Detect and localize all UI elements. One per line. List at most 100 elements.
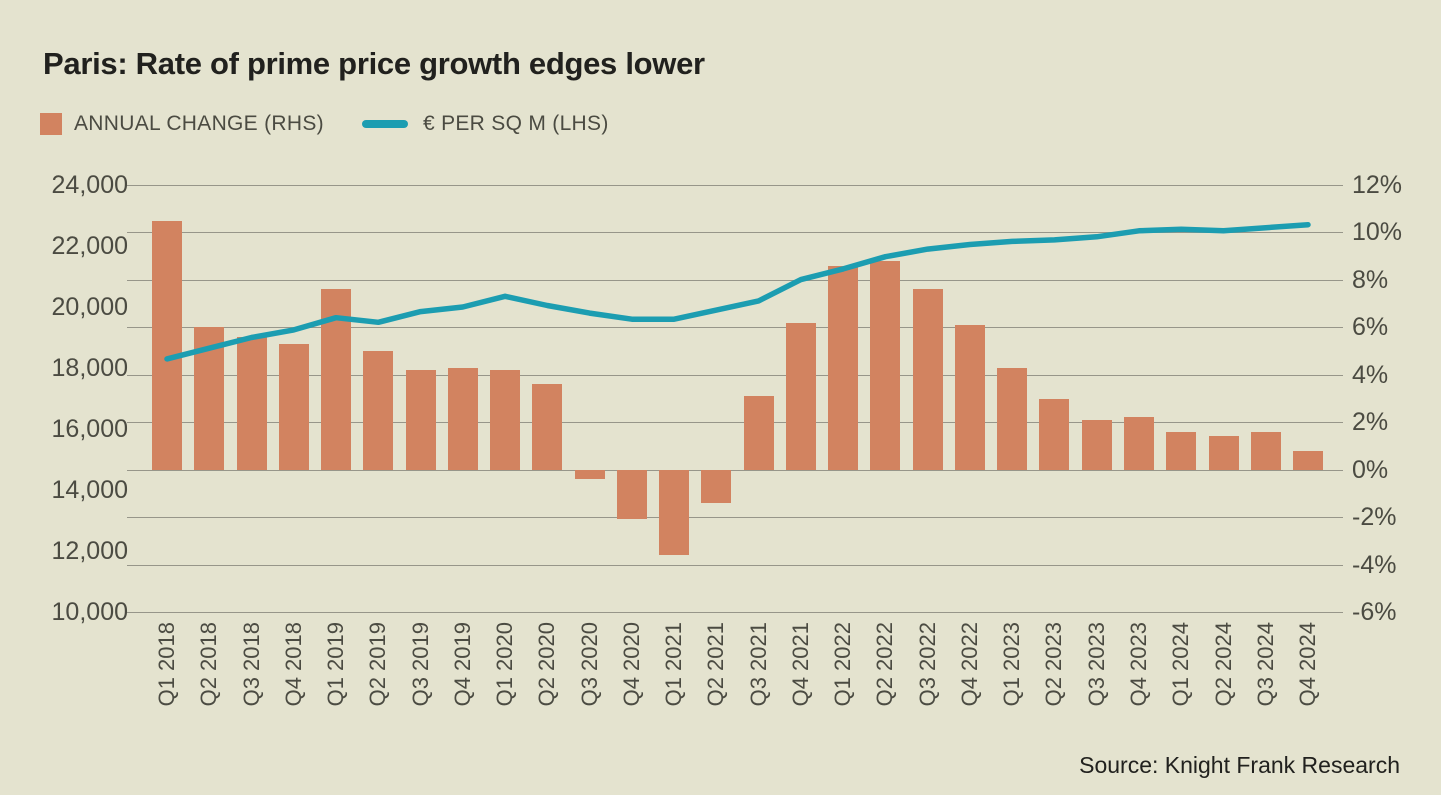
- x-axis-label: Q2 2018: [196, 622, 222, 707]
- bar: [1208, 436, 1239, 470]
- bar: [1123, 417, 1154, 470]
- gridline: [140, 280, 1330, 281]
- right-axis-tick: [1330, 517, 1343, 518]
- gridline: [140, 565, 1330, 566]
- left-axis-tick: [127, 280, 140, 281]
- x-axis-label: Q3 2022: [914, 622, 940, 707]
- x-axis-label: Q3 2020: [576, 622, 602, 707]
- bar: [405, 370, 436, 470]
- bar: [912, 289, 943, 470]
- left-axis-tick-label: 18,000: [51, 354, 128, 382]
- gridline: [140, 422, 1330, 423]
- bar: [1081, 419, 1112, 470]
- x-axis-label: Q1 2019: [323, 622, 349, 707]
- bar: [194, 327, 225, 470]
- left-axis-tick: [127, 375, 140, 376]
- bar: [785, 322, 816, 470]
- x-axis-label: Q2 2019: [365, 622, 391, 707]
- bar: [659, 469, 690, 556]
- left-axis-tick-label: 12,000: [51, 537, 128, 565]
- gridline: [140, 517, 1330, 518]
- left-axis-tick-label: 16,000: [51, 415, 128, 443]
- bar-series-swatch: [40, 113, 62, 135]
- left-axis-tick: [127, 327, 140, 328]
- x-axis-label: Q1 2020: [492, 622, 518, 707]
- x-axis-label: Q2 2020: [534, 622, 560, 707]
- left-axis-tick: [127, 517, 140, 518]
- bar: [1293, 450, 1324, 470]
- right-axis-tick-label: 4%: [1352, 361, 1389, 389]
- bar: [1039, 398, 1070, 470]
- line-series-label: € PER SQ M (LHS): [422, 112, 609, 135]
- x-axis-label: Q1 2018: [154, 622, 179, 707]
- bar: [1250, 431, 1281, 470]
- x-axis-label: Q3 2023: [1083, 622, 1109, 707]
- x-axis-label: Q2 2022: [872, 622, 898, 707]
- source-text: Source: Knight Frank Research: [1079, 752, 1400, 778]
- x-axis-label: Q4 2023: [1125, 622, 1151, 707]
- x-axis-label: Q4 2020: [618, 622, 644, 707]
- line-series-swatch: [361, 120, 408, 128]
- right-axis-tick: [1330, 327, 1343, 328]
- right-axis-tick-label: 6%: [1352, 313, 1389, 341]
- x-axis-label: Q1 2022: [830, 622, 856, 707]
- bar: [743, 396, 774, 470]
- x-axis-label: Q3 2021: [745, 622, 771, 707]
- right-axis-tick: [1330, 280, 1343, 281]
- gridline: [140, 375, 1330, 376]
- left-axis-tick: [127, 185, 140, 186]
- right-axis-tick: [1330, 185, 1343, 186]
- left-axis-tick: [127, 232, 140, 233]
- right-axis-tick-label: -4%: [1352, 551, 1397, 579]
- bar: [236, 336, 267, 470]
- x-axis-label: Q1 2024: [1168, 622, 1194, 707]
- bar-series-label: ANNUAL CHANGE (RHS): [74, 112, 324, 135]
- x-axis-label: Q4 2021: [787, 622, 813, 707]
- x-axis-label: Q1 2021: [661, 622, 687, 707]
- right-axis-tick-label: 2%: [1352, 408, 1389, 436]
- x-axis-label: Q3 2019: [407, 622, 433, 707]
- gridline: [140, 327, 1330, 328]
- right-axis-tick: [1330, 612, 1343, 613]
- bar: [278, 343, 309, 470]
- gridline: [140, 185, 1330, 186]
- bar: [997, 367, 1028, 470]
- bar: [616, 469, 647, 520]
- x-axis-label: Q2 2023: [1041, 622, 1067, 707]
- left-axis-tick: [127, 612, 140, 613]
- right-axis-tick-label: 12%: [1352, 171, 1403, 199]
- left-axis-tick-label: 24,000: [51, 171, 128, 199]
- bar: [701, 469, 732, 503]
- gridline: [140, 612, 1330, 613]
- chart-legend: ANNUAL CHANGE (RHS) € PER SQ M (LHS): [40, 111, 609, 137]
- bar: [447, 367, 478, 470]
- right-axis-tick: [1330, 422, 1343, 423]
- x-axis-label: Q4 2024: [1295, 622, 1321, 707]
- left-axis-tick: [127, 470, 140, 471]
- right-axis-tick-label: 8%: [1352, 266, 1389, 294]
- x-axis-label: Q2 2021: [703, 622, 729, 707]
- left-axis-tick: [127, 422, 140, 423]
- bar: [1166, 431, 1197, 470]
- bar: [574, 469, 605, 480]
- right-axis-tick-label: 10%: [1352, 218, 1403, 246]
- left-axis-tick-label: 14,000: [51, 476, 128, 504]
- right-axis-tick: [1330, 375, 1343, 376]
- right-axis-tick: [1330, 565, 1343, 566]
- x-axis-label: Q4 2018: [280, 622, 306, 707]
- left-axis-tick-label: 10,000: [51, 598, 128, 626]
- bar: [828, 265, 859, 470]
- x-axis-label: Q3 2024: [1252, 622, 1278, 707]
- x-axis-label: Q1 2023: [999, 622, 1025, 707]
- gridline: [140, 232, 1330, 233]
- bar: [954, 324, 985, 470]
- bar: [490, 370, 521, 470]
- x-axis-label: Q3 2018: [238, 622, 264, 707]
- right-axis-tick: [1330, 232, 1343, 233]
- x-axis-label: Q4 2022: [956, 622, 982, 707]
- x-axis-label: Q2 2024: [1210, 622, 1236, 707]
- gridline: [140, 470, 1330, 471]
- left-axis-tick: [127, 565, 140, 566]
- bar: [363, 351, 394, 470]
